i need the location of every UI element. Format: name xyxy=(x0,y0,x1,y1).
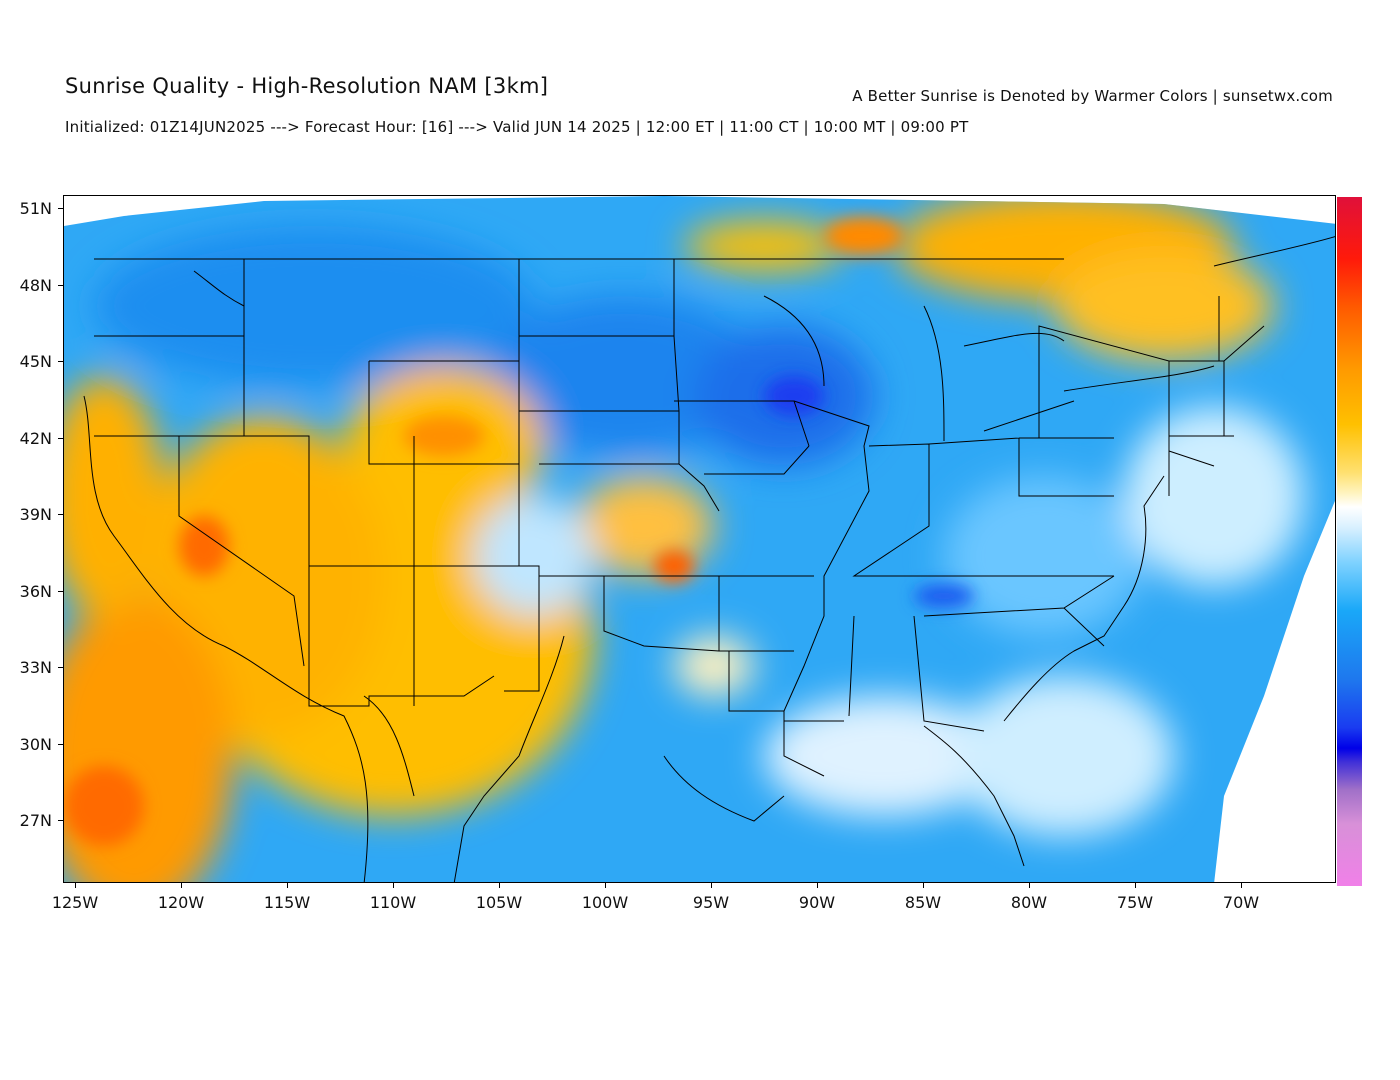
lon-tick xyxy=(499,883,500,888)
lon-label: 85W xyxy=(904,893,942,912)
lon-tick xyxy=(1029,883,1030,888)
map-credit: A Better Sunrise is Denoted by Warmer Co… xyxy=(852,87,1333,105)
lat-tick xyxy=(58,820,63,821)
lat-tick xyxy=(58,667,63,668)
map-subtitle: Initialized: 01Z14JUN2025 ---> Forecast … xyxy=(65,118,969,136)
lon-tick xyxy=(711,883,712,888)
lat-tick xyxy=(58,744,63,745)
lon-tick xyxy=(287,883,288,888)
lat-label: 42N xyxy=(19,429,52,448)
lon-label: 125W xyxy=(51,893,99,912)
lat-label: 48N xyxy=(19,276,52,295)
lon-tick xyxy=(181,883,182,888)
lon-tick xyxy=(1241,883,1242,888)
lat-label: 30N xyxy=(19,735,52,754)
lon-tick xyxy=(75,883,76,888)
lat-tick xyxy=(58,591,63,592)
lon-label: 80W xyxy=(1010,893,1048,912)
forecast-map-graphic xyxy=(64,196,1335,882)
lon-label: 115W xyxy=(263,893,311,912)
lon-label: 100W xyxy=(581,893,629,912)
lon-tick xyxy=(1135,883,1136,888)
lon-tick xyxy=(817,883,818,888)
lat-tick xyxy=(58,361,63,362)
lon-tick xyxy=(923,883,924,888)
lon-label: 105W xyxy=(475,893,523,912)
lat-label: 33N xyxy=(19,658,52,677)
lat-label: 39N xyxy=(19,505,52,524)
lat-tick xyxy=(58,438,63,439)
lat-tick xyxy=(58,285,63,286)
lon-label: 120W xyxy=(157,893,205,912)
lat-label: 45N xyxy=(19,352,52,371)
forecast-map xyxy=(63,195,1336,883)
state-boundaries xyxy=(83,236,1335,882)
lat-label: 51N xyxy=(19,199,52,218)
lat-tick xyxy=(58,208,63,209)
lat-label: 27N xyxy=(19,811,52,830)
quality-colorbar xyxy=(1337,197,1362,886)
map-title: Sunrise Quality - High-Resolution NAM [3… xyxy=(65,74,549,98)
lon-label: 110W xyxy=(369,893,417,912)
lon-tick xyxy=(393,883,394,888)
lon-label: 70W xyxy=(1222,893,1260,912)
lon-label: 90W xyxy=(798,893,836,912)
lat-tick xyxy=(58,514,63,515)
lon-tick xyxy=(605,883,606,888)
lat-label: 36N xyxy=(19,582,52,601)
lon-label: 95W xyxy=(692,893,730,912)
lon-label: 75W xyxy=(1116,893,1154,912)
